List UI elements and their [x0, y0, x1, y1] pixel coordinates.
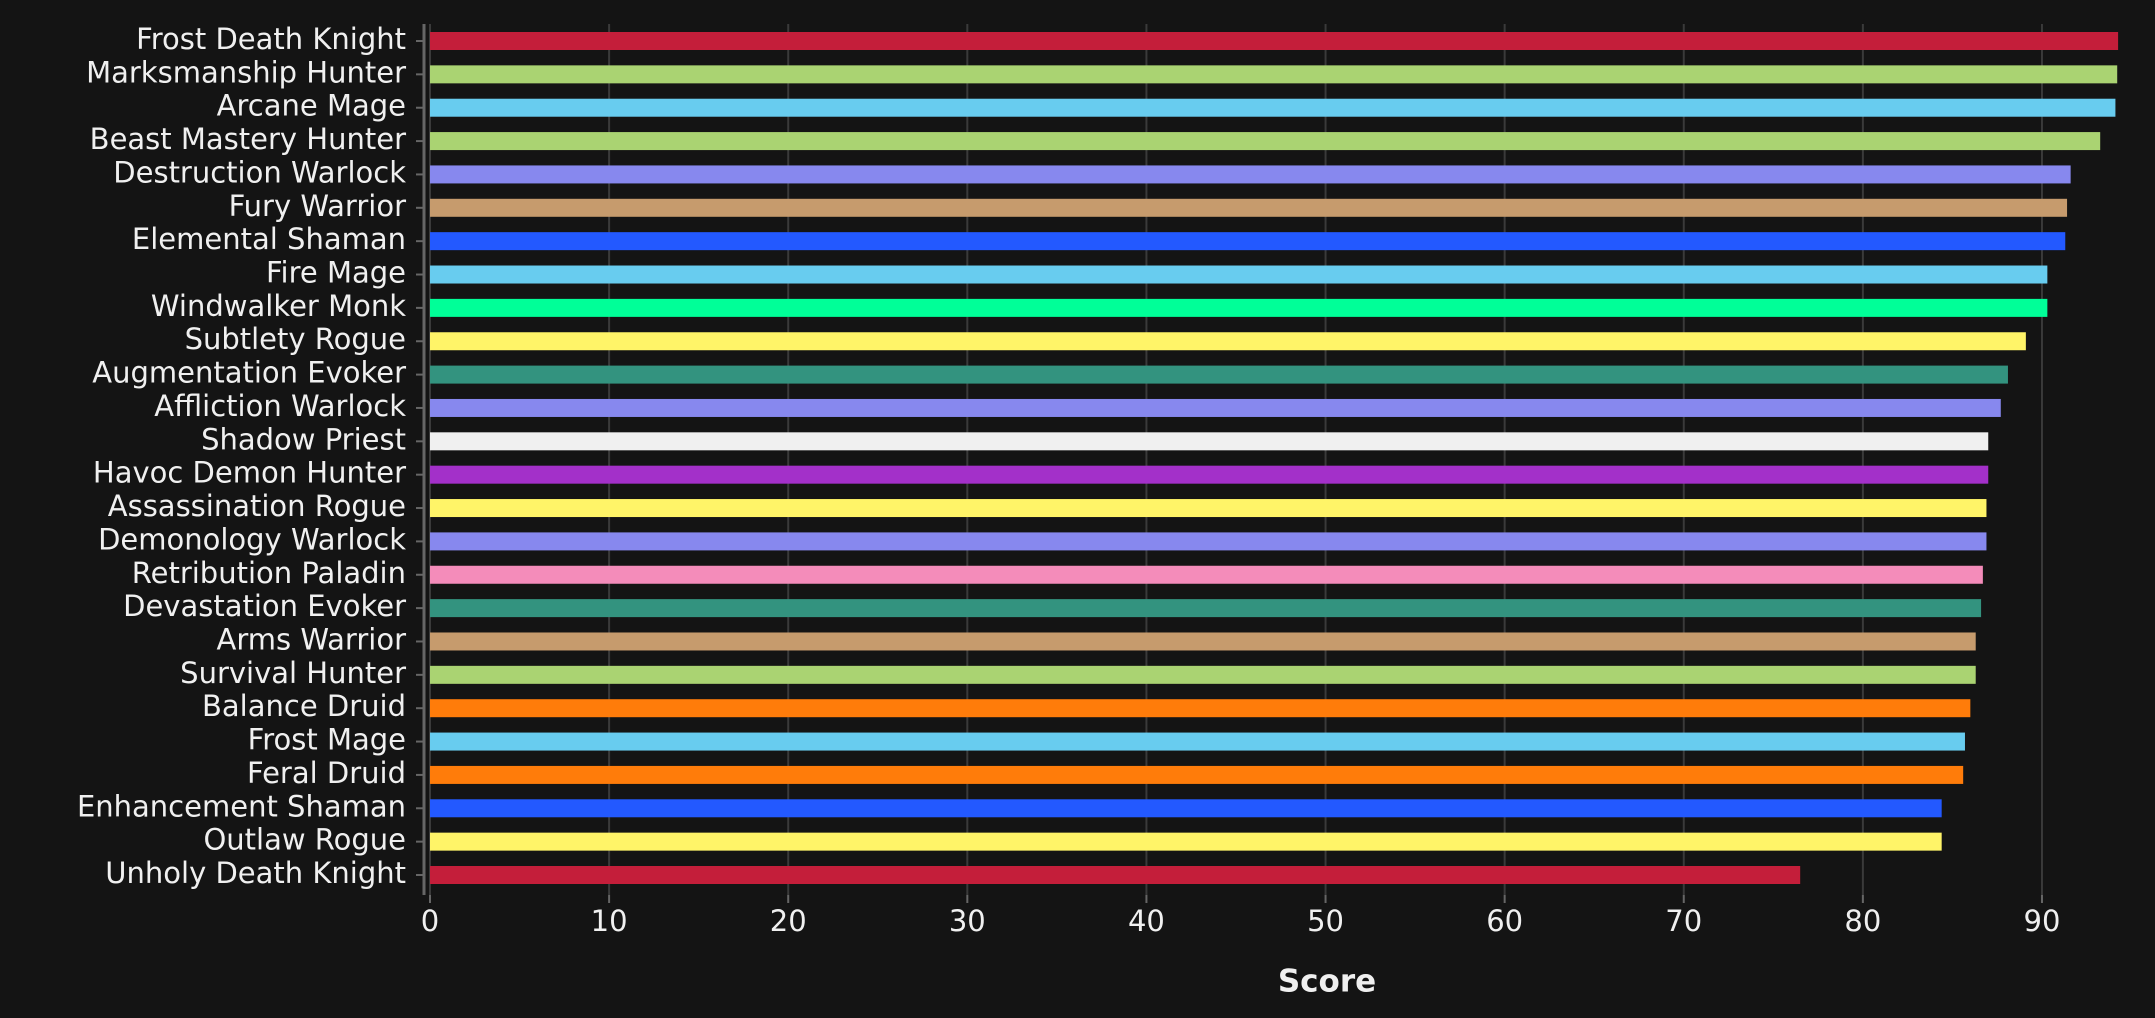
- y-tick-label: Enhancement Shaman: [77, 789, 406, 823]
- bar: [430, 499, 1987, 518]
- y-tick-label: Fire Mage: [266, 256, 406, 290]
- y-tick-label: Destruction Warlock: [113, 155, 406, 189]
- bar: [430, 732, 1965, 751]
- y-tick-label: Beast Mastery Hunter: [90, 122, 406, 156]
- y-tick-label: Elemental Shaman: [132, 222, 406, 256]
- y-tick-label: Arms Warrior: [217, 622, 407, 656]
- x-tick-label: 20: [770, 904, 807, 938]
- bar: [430, 65, 2118, 84]
- bar: [430, 432, 1989, 451]
- y-tick-label: Affliction Warlock: [154, 389, 406, 423]
- bar: [430, 632, 1976, 651]
- bar: [430, 398, 2001, 417]
- y-tick-label: Survival Hunter: [180, 656, 406, 690]
- bar: [430, 699, 1971, 718]
- bar: [430, 465, 1989, 484]
- bar: [430, 132, 2101, 151]
- y-tick-label: Assassination Rogue: [108, 489, 406, 523]
- y-tick-label: Unholy Death Knight: [105, 856, 406, 890]
- bar: [430, 866, 1801, 884]
- bar: [430, 198, 2068, 217]
- bar: [430, 532, 1987, 551]
- x-tick-label: 10: [591, 904, 628, 938]
- bar: [430, 565, 1983, 584]
- bar: [430, 832, 1942, 851]
- y-tick-label: Frost Mage: [248, 723, 406, 757]
- bar: [430, 298, 2048, 317]
- y-tick-label: Feral Druid: [247, 756, 406, 790]
- x-axis-title: Score: [1278, 964, 1376, 1000]
- y-tick-label: Shadow Priest: [201, 422, 406, 456]
- x-tick-label: 50: [1307, 904, 1344, 938]
- y-tick-label: Subtlety Rogue: [185, 322, 406, 356]
- y-tick-label: Fury Warrior: [229, 189, 407, 223]
- bar: [430, 599, 1982, 618]
- y-tick-label: Devastation Evoker: [123, 589, 406, 623]
- x-tick-label: 70: [1665, 904, 1702, 938]
- bar: [430, 799, 1942, 818]
- bar: [430, 332, 2026, 351]
- bar: [430, 765, 1964, 784]
- y-tick-label: Retribution Paladin: [132, 556, 406, 590]
- y-tick-label: Demonology Warlock: [98, 522, 406, 556]
- bar: [430, 232, 2066, 251]
- x-tick-label: 80: [1844, 904, 1881, 938]
- y-tick-label: Havoc Demon Hunter: [93, 456, 406, 490]
- bar: [430, 32, 2119, 50]
- y-tick-label: Outlaw Rogue: [203, 823, 406, 857]
- y-tick-label: Arcane Mage: [217, 89, 406, 123]
- x-tick-label: 60: [1486, 904, 1523, 938]
- bar: [430, 365, 2008, 384]
- y-tick-label: Augmentation Evoker: [92, 356, 406, 390]
- y-tick-label: Marksmanship Hunter: [86, 55, 406, 89]
- y-tick-label: Windwalker Monk: [151, 289, 406, 323]
- x-tick-label: 0: [421, 904, 439, 938]
- bar: [430, 665, 1976, 684]
- x-tick-label: 40: [1128, 904, 1165, 938]
- x-tick-label: 30: [949, 904, 986, 938]
- y-tick-label: Frost Death Knight: [136, 22, 406, 56]
- x-tick-label: 90: [2024, 904, 2061, 938]
- bar: [430, 265, 2048, 284]
- y-tick-label: Balance Druid: [202, 689, 406, 723]
- bar: [430, 98, 2116, 117]
- bar: [430, 165, 2071, 184]
